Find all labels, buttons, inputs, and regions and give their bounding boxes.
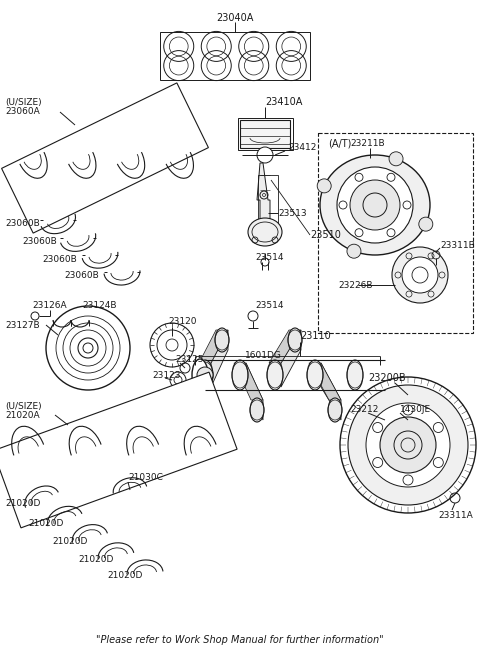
Polygon shape [269,330,301,363]
Polygon shape [257,163,270,220]
Text: 23120: 23120 [168,318,196,326]
Text: 21020D: 21020D [28,519,63,527]
Text: (U/SIZE): (U/SIZE) [5,98,42,107]
Text: 23124B: 23124B [82,301,117,310]
Text: 23040A: 23040A [216,13,254,23]
Ellipse shape [232,360,248,390]
Text: 23200B: 23200B [368,373,406,383]
Circle shape [347,244,361,258]
Circle shape [392,247,448,303]
Circle shape [419,217,433,231]
Circle shape [257,147,273,163]
Polygon shape [281,330,301,387]
Polygon shape [309,363,341,400]
Text: 23060B: 23060B [42,255,77,263]
Text: 23110: 23110 [300,331,331,341]
Text: 21030C: 21030C [128,474,163,483]
Text: 23126A: 23126A [32,301,67,310]
Text: 23410A: 23410A [265,97,302,107]
Ellipse shape [347,360,363,390]
Text: 21020D: 21020D [78,555,113,563]
Polygon shape [246,363,263,420]
Ellipse shape [288,328,302,352]
Ellipse shape [328,398,342,422]
Circle shape [317,179,331,193]
Text: 21020D: 21020D [107,572,143,580]
Bar [318,133,473,333]
Text: 23060B: 23060B [5,219,40,229]
Text: 23412: 23412 [288,143,316,153]
Text: 23513: 23513 [278,208,307,217]
Circle shape [389,152,403,166]
Bar [258,175,278,225]
Polygon shape [234,363,263,400]
Text: 21020D: 21020D [5,498,40,508]
Text: 23514: 23514 [255,301,284,310]
Text: 23514: 23514 [255,253,284,263]
Ellipse shape [307,360,323,390]
Circle shape [402,257,438,293]
Text: 23060A: 23060A [5,107,40,117]
Text: 23060B: 23060B [64,272,99,280]
Text: (U/SIZE): (U/SIZE) [5,402,42,411]
Ellipse shape [320,155,430,255]
Text: 23127B: 23127B [5,320,40,329]
Ellipse shape [215,328,229,352]
Circle shape [366,403,450,487]
Ellipse shape [248,218,282,246]
Text: 23125: 23125 [175,356,204,364]
Bar [160,32,310,80]
Circle shape [380,417,436,473]
Polygon shape [211,330,228,387]
Ellipse shape [250,398,264,422]
Text: 23311B: 23311B [440,240,475,250]
Text: 1601DG: 1601DG [245,352,282,360]
Text: 23060B: 23060B [22,238,57,246]
Ellipse shape [197,360,213,390]
Bar [238,118,293,150]
Circle shape [350,180,400,230]
Text: 21020D: 21020D [52,536,87,546]
Text: (A/T): (A/T) [328,138,351,148]
Polygon shape [321,363,341,420]
Text: "Please refer to Work Shop Manual for further information": "Please refer to Work Shop Manual for fu… [96,635,384,645]
Text: 21020A: 21020A [5,411,40,419]
Circle shape [348,385,468,505]
Bar [240,120,290,148]
Circle shape [197,367,213,383]
Polygon shape [199,330,228,363]
Bar [0,372,237,528]
Ellipse shape [267,360,283,390]
Circle shape [337,167,413,243]
Text: 23226B: 23226B [338,280,372,290]
Bar [1,83,208,233]
Text: 23123: 23123 [152,371,180,379]
Ellipse shape [192,359,208,391]
Text: 1430JE: 1430JE [400,405,431,415]
Text: 23212: 23212 [350,405,378,415]
Text: 23311A: 23311A [438,510,473,519]
Text: 23211B: 23211B [350,138,384,147]
Text: 23510: 23510 [310,230,341,240]
